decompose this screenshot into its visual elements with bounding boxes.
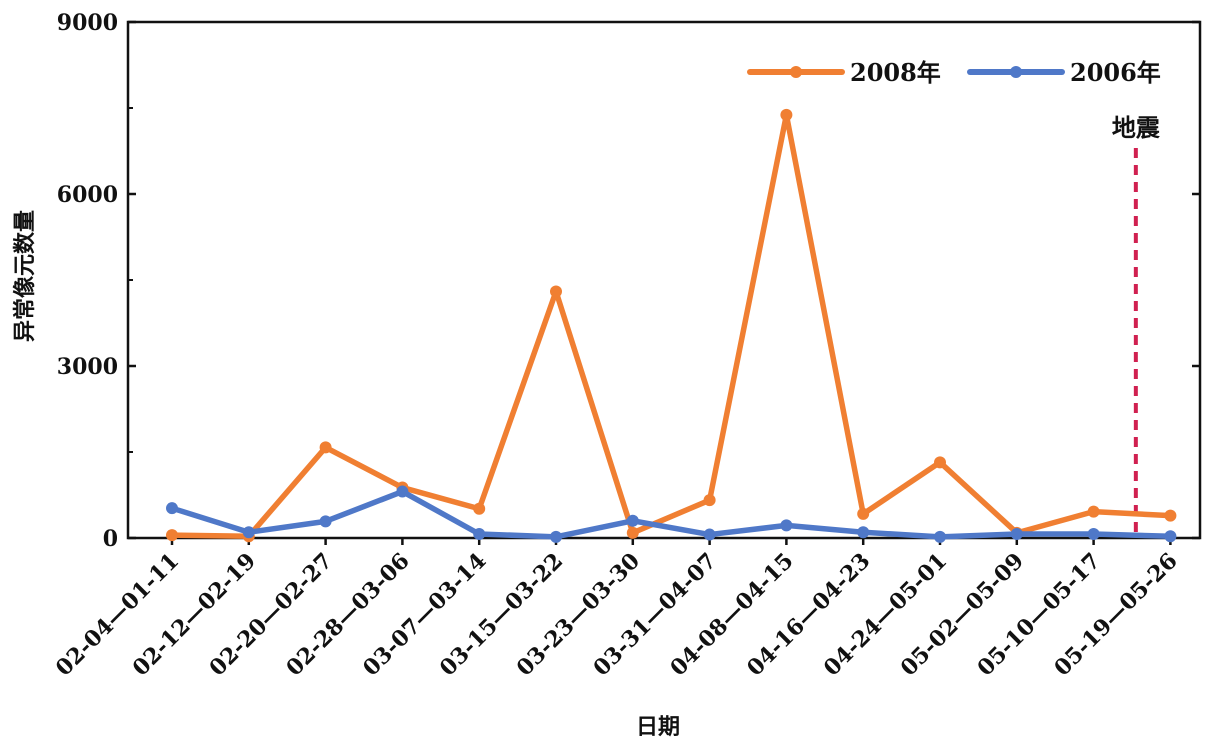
y-tick-label: 9000 bbox=[57, 10, 118, 36]
data-point bbox=[396, 485, 409, 498]
y-axis: 0 3000 6000 9000 bbox=[57, 10, 1200, 552]
y-tick-label: 0 bbox=[103, 526, 118, 552]
data-point bbox=[626, 526, 639, 539]
data-point bbox=[780, 519, 793, 532]
data-point bbox=[934, 530, 946, 543]
y-axis-title: 异常像元数量 bbox=[12, 210, 38, 342]
data-point bbox=[473, 527, 486, 540]
data-point bbox=[550, 285, 562, 298]
data-point bbox=[473, 502, 486, 515]
data-point bbox=[626, 514, 639, 527]
x-axis: 02-04—01-1102-12—02-1902-20—02-2702-28—0… bbox=[51, 538, 1183, 681]
series-0 bbox=[166, 108, 1177, 543]
data-point bbox=[703, 494, 716, 507]
data-point bbox=[1164, 530, 1177, 543]
plot-border bbox=[126, 20, 1202, 540]
legend-item: 2006年 bbox=[967, 58, 1161, 87]
data-point bbox=[1164, 509, 1177, 522]
data-point bbox=[857, 507, 870, 520]
plot-frame bbox=[126, 20, 1202, 540]
data-point bbox=[703, 528, 716, 541]
y-tick-label: 6000 bbox=[57, 182, 118, 208]
data-point bbox=[166, 502, 178, 515]
data-point bbox=[319, 515, 332, 528]
series-layer bbox=[166, 108, 1177, 543]
data-point bbox=[1010, 527, 1023, 540]
legend: 2008年 2006年 bbox=[747, 58, 1161, 87]
data-point bbox=[1087, 527, 1100, 540]
annotation-layer: 地震 bbox=[1112, 114, 1161, 538]
data-point bbox=[242, 526, 255, 539]
series-line bbox=[169, 112, 1174, 540]
legend-label: 2006年 bbox=[1070, 58, 1161, 87]
data-point bbox=[857, 526, 870, 539]
legend-swatch-marker bbox=[790, 66, 802, 78]
legend-label: 2008年 bbox=[850, 58, 941, 87]
data-point bbox=[550, 530, 562, 543]
legend-swatch-marker bbox=[1010, 66, 1022, 78]
earthquake-label: 地震 bbox=[1112, 114, 1161, 142]
data-point bbox=[1087, 505, 1100, 518]
data-point bbox=[780, 108, 793, 121]
series-1 bbox=[166, 485, 1177, 543]
legend-item: 2008年 bbox=[747, 58, 941, 87]
data-point bbox=[934, 456, 946, 469]
y-tick-label: 3000 bbox=[57, 354, 118, 380]
data-point bbox=[166, 529, 178, 542]
x-axis-title: 日期 bbox=[636, 715, 680, 740]
data-point bbox=[319, 441, 332, 454]
series-line bbox=[169, 488, 1174, 540]
